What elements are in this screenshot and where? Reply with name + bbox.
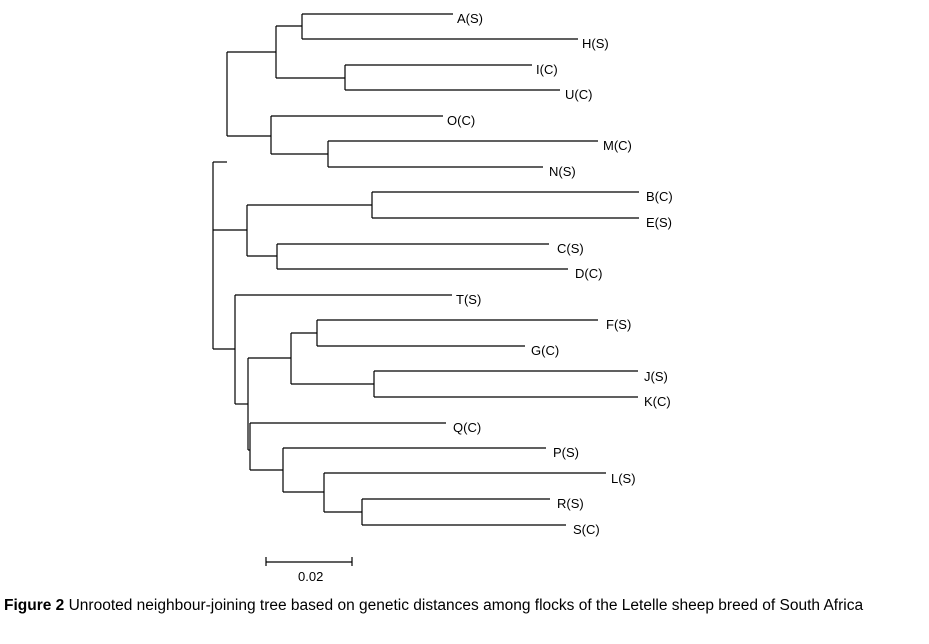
figure-label: Figure 2	[4, 597, 65, 614]
caption-text: Unrooted neighbour-joining tree based on…	[64, 597, 864, 614]
leaf-label-l: L(S)	[611, 471, 636, 486]
leaf-label-d: D(C)	[575, 266, 602, 281]
leaf-label-b: B(C)	[646, 189, 673, 204]
leaf-label-e: E(S)	[646, 215, 672, 230]
leaf-label-a: A(S)	[457, 11, 483, 26]
phylogenetic-tree: A(S) H(S) I(C) U(C) O(C) M(C) N(S) B(C) …	[212, 11, 673, 584]
leaf-label-i: I(C)	[536, 62, 558, 77]
tree-branches	[212, 13, 639, 526]
leaf-labels: A(S) H(S) I(C) U(C) O(C) M(C) N(S) B(C) …	[447, 11, 673, 537]
leaf-label-m: M(C)	[603, 138, 632, 153]
leaf-label-p: P(S)	[553, 445, 579, 460]
leaf-label-u: U(C)	[565, 87, 592, 102]
figure-caption: Figure 2 Unrooted neighbour-joining tree…	[4, 596, 925, 616]
leaf-label-o: O(C)	[447, 113, 475, 128]
leaf-label-h: H(S)	[582, 36, 609, 51]
leaf-label-q: Q(C)	[453, 420, 481, 435]
leaf-label-f: F(S)	[606, 317, 631, 332]
scale-bar: 0.02	[265, 557, 353, 584]
leaf-label-c: C(S)	[557, 241, 584, 256]
leaf-label-r: R(S)	[557, 496, 584, 511]
leaf-label-g: G(C)	[531, 343, 559, 358]
leaf-label-t: T(S)	[456, 292, 481, 307]
leaf-label-n: N(S)	[549, 164, 576, 179]
leaf-label-s: S(C)	[573, 522, 600, 537]
leaf-label-k: K(C)	[644, 394, 671, 409]
scale-bar-label: 0.02	[298, 569, 323, 584]
leaf-label-j: J(S)	[644, 369, 668, 384]
